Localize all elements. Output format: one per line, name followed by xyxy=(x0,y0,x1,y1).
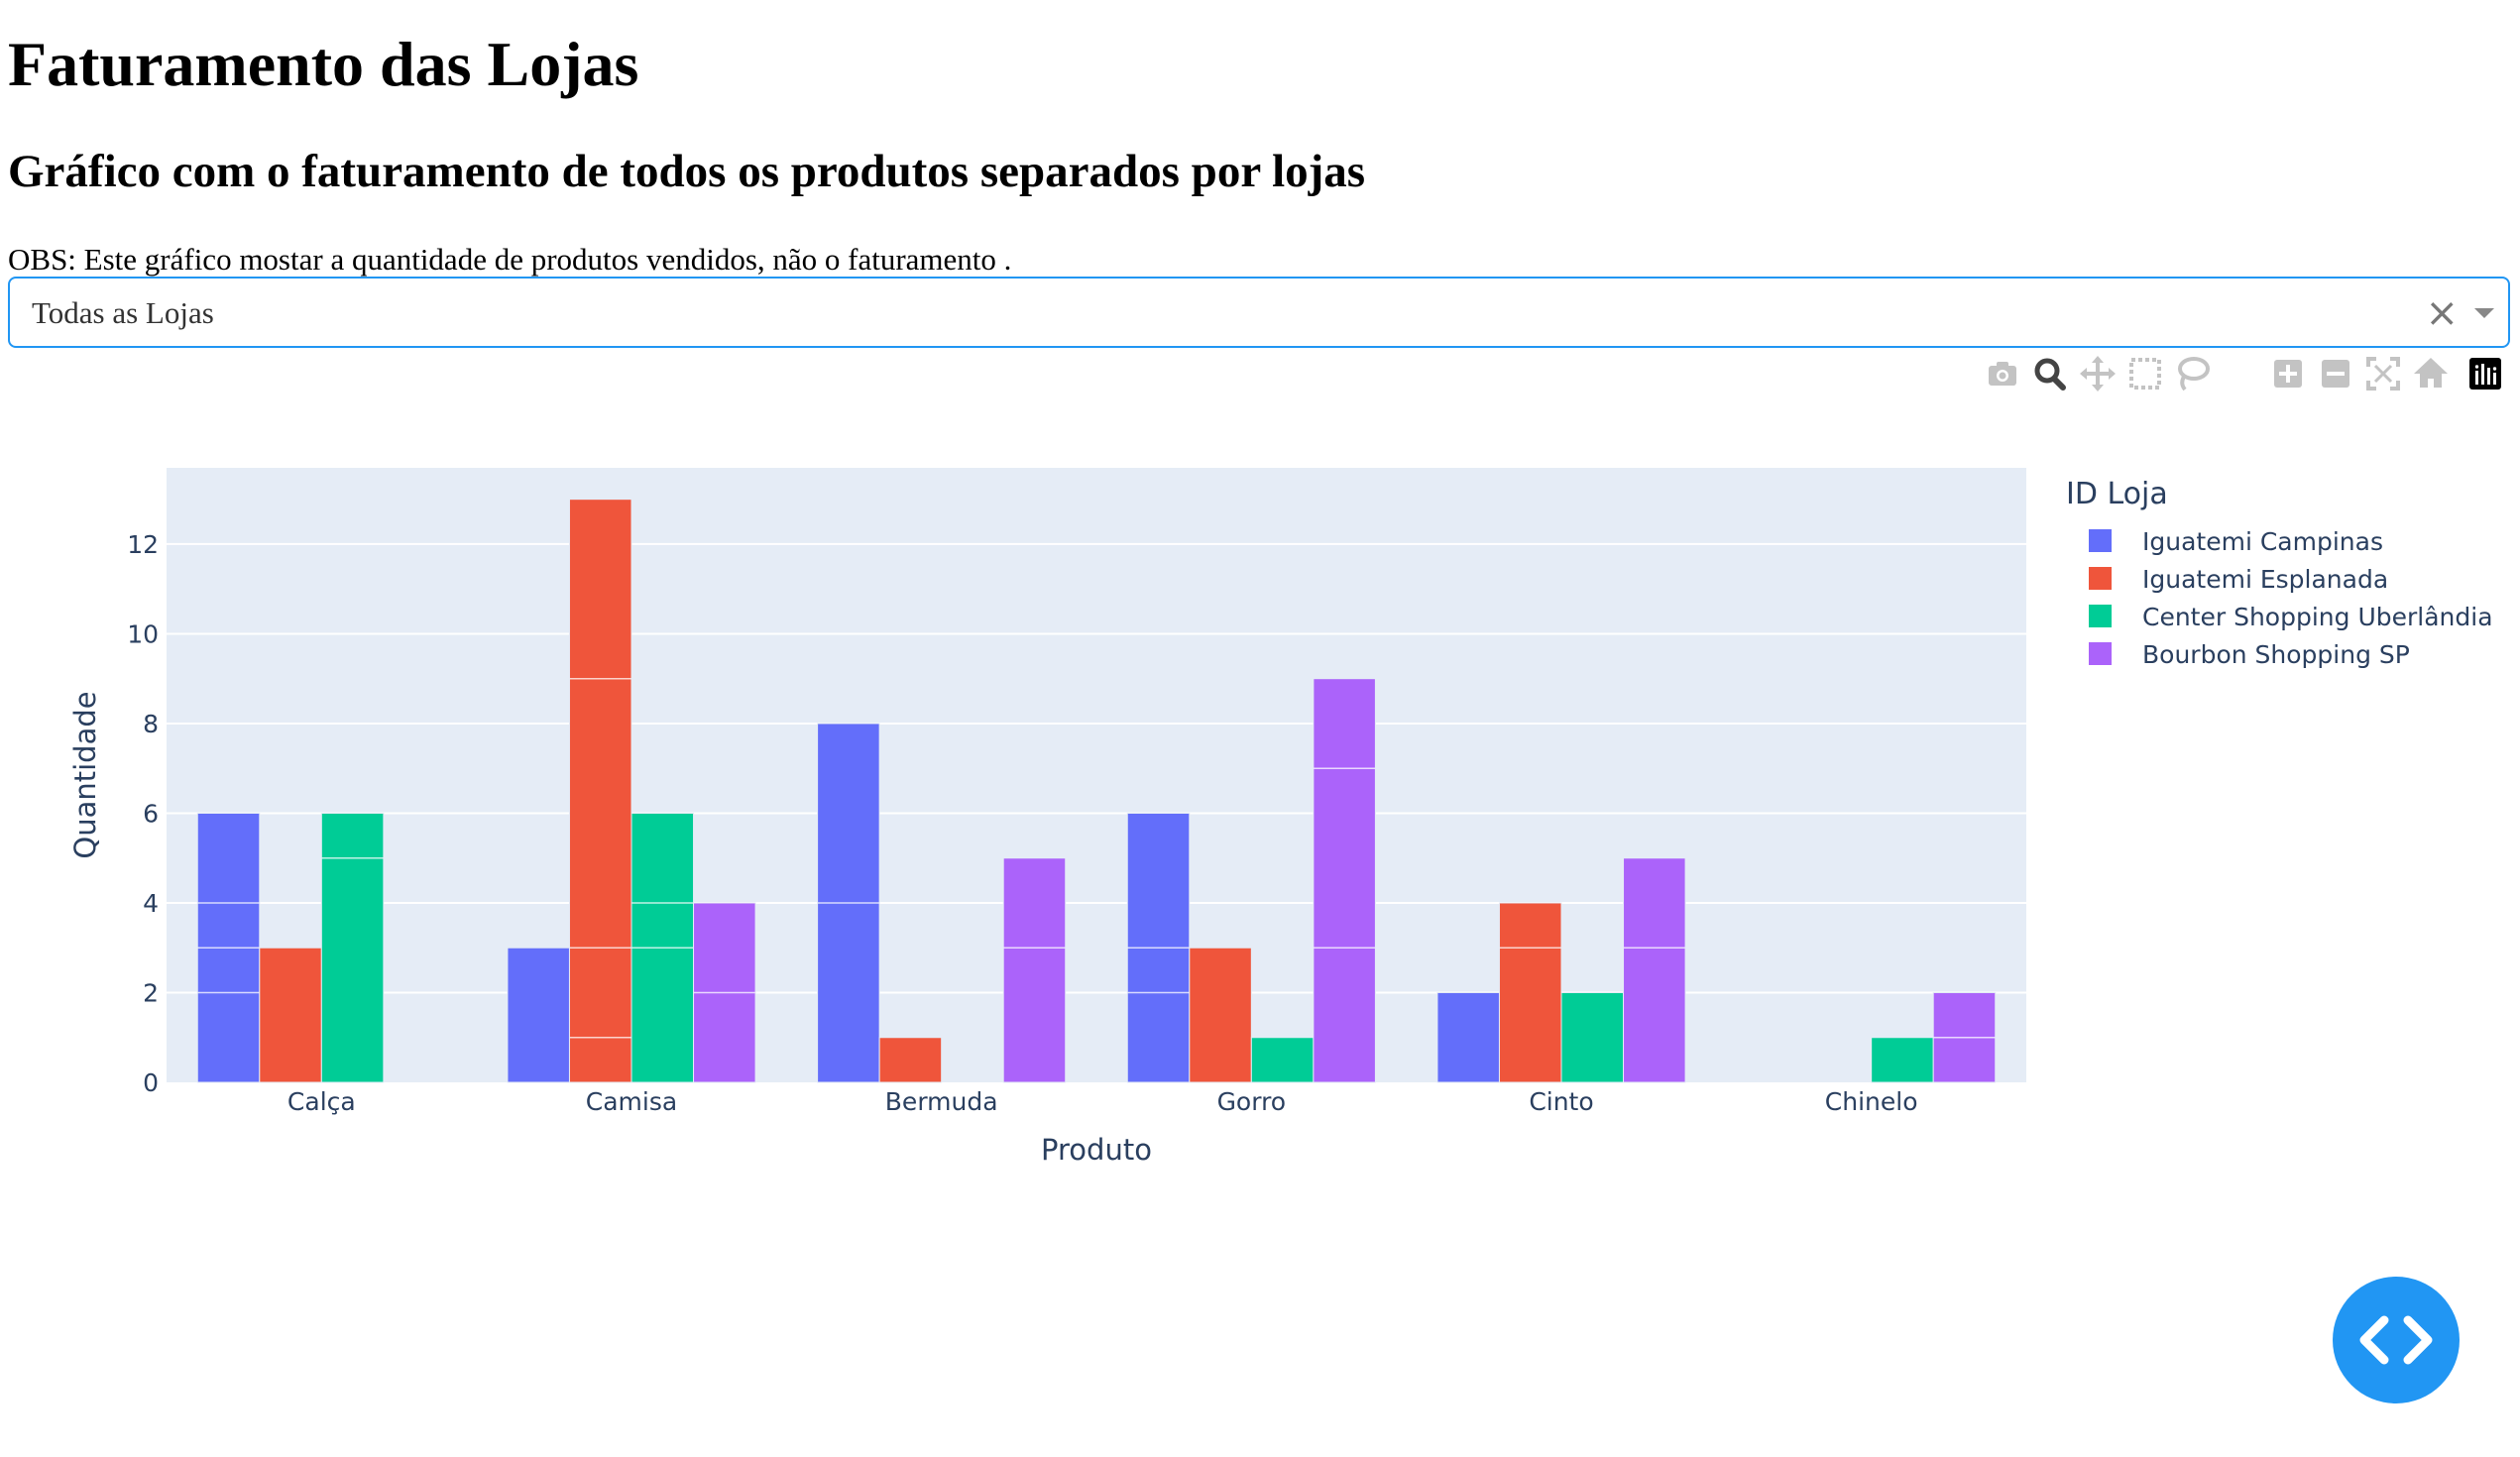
x-tick-label: Gorro xyxy=(1217,1087,1287,1116)
plot-area xyxy=(167,468,2026,1082)
bar-outline xyxy=(1002,857,1067,1083)
x-tick-label: Chinelo xyxy=(1825,1087,1918,1116)
bar-calça-2[interactable] xyxy=(259,948,322,1082)
pan-icon[interactable] xyxy=(2078,352,2118,395)
bar-bermuda-4[interactable] xyxy=(1003,857,1066,1082)
y-tick-label: 6 xyxy=(143,799,159,828)
x-tick-label: Calça xyxy=(287,1087,356,1116)
bar-calça-3[interactable] xyxy=(321,813,384,1082)
legend-item-label: Iguatemi Campinas xyxy=(2142,527,2383,556)
plotly-logo-icon[interactable] xyxy=(2468,352,2508,395)
legend-item-label: Center Shopping Uberlândia xyxy=(2142,603,2493,631)
bar-outline xyxy=(878,1037,943,1083)
obs-note: OBS: Este gráfico mostar a quantidade de… xyxy=(8,242,1012,277)
page-title: Faturamento das Lojas xyxy=(8,29,639,99)
lasso-icon[interactable] xyxy=(2173,352,2213,395)
bar-camisa-2[interactable] xyxy=(569,499,631,1082)
bar-outline xyxy=(817,723,880,1083)
camera-icon[interactable] xyxy=(1983,352,2022,395)
plot-modebar xyxy=(1983,352,2501,395)
dropdown-selected-value: Todas as Lojas xyxy=(32,295,214,330)
bar-bermuda-2[interactable] xyxy=(879,1037,942,1082)
chevron-down-icon[interactable] xyxy=(2474,308,2494,318)
legend-title: ID Loja xyxy=(2066,477,2168,511)
bar-outline xyxy=(1313,678,1376,1083)
bar-outline xyxy=(1623,857,1686,1083)
legend-swatch[interactable] xyxy=(2089,605,2112,627)
legend-item-label: Iguatemi Esplanada xyxy=(2142,565,2388,594)
bar-cinto-2[interactable] xyxy=(1499,902,1561,1082)
bar-outline xyxy=(1932,991,1997,1083)
legend-item-label: Bourbon Shopping SP xyxy=(2142,640,2410,669)
bar-camisa-1[interactable] xyxy=(507,948,570,1082)
y-tick-label: 0 xyxy=(143,1068,159,1097)
box-select-icon[interactable] xyxy=(2125,352,2165,395)
bar-outline xyxy=(1189,947,1252,1083)
x-axis-title: Produto xyxy=(1041,1133,1152,1167)
autoscale-icon[interactable] xyxy=(2363,352,2403,395)
code-toggle-button[interactable] xyxy=(2333,1277,2460,1403)
x-tick-label: Camisa xyxy=(586,1087,677,1116)
y-tick-label: 10 xyxy=(127,619,159,648)
bar-gorro-2[interactable] xyxy=(1189,948,1252,1082)
bar-chart: 0 2 4 6 8 10 12 Calça Camisa Bermuda Gorro Cinto Chi… xyxy=(68,468,2493,1167)
zoom-out-icon[interactable] xyxy=(2316,352,2355,395)
page-subtitle: Gráfico com o faturamento de todos os pr… xyxy=(8,146,1366,197)
reset-axes-icon[interactable] xyxy=(2411,352,2451,395)
zoom-icon[interactable] xyxy=(2030,352,2070,395)
bar-gorro-3[interactable] xyxy=(1251,1037,1314,1082)
y-tick-label: 12 xyxy=(127,530,159,559)
x-tick-label: Bermuda xyxy=(885,1087,998,1116)
bar-cinto-4[interactable] xyxy=(1623,857,1686,1082)
bar-outline xyxy=(568,499,632,1083)
legend-swatch[interactable] xyxy=(2089,642,2112,665)
y-axis-title: Quantidade xyxy=(68,691,102,858)
zoom-in-icon[interactable] xyxy=(2268,352,2308,395)
bar-outline xyxy=(693,902,756,1083)
clear-icon[interactable]: × xyxy=(2425,290,2459,336)
bar-cinto-1[interactable] xyxy=(1436,992,1500,1082)
store-dropdown[interactable]: Todas as Lojas × xyxy=(8,277,2510,348)
bar-outline xyxy=(320,812,385,1083)
legend-swatch[interactable] xyxy=(2089,567,2112,590)
code-brackets-icon xyxy=(2359,1315,2433,1365)
bar-chinelo-3[interactable] xyxy=(1871,1037,1934,1082)
y-tick-label: 4 xyxy=(143,889,159,918)
bar-cinto-3[interactable] xyxy=(1561,992,1624,1082)
y-tick-label: 8 xyxy=(143,710,159,738)
bar-gorro-4[interactable] xyxy=(1313,678,1376,1082)
legend-swatch[interactable] xyxy=(2089,529,2112,552)
x-tick-label: Cinto xyxy=(1529,1087,1593,1116)
y-tick-label: 2 xyxy=(143,978,159,1007)
